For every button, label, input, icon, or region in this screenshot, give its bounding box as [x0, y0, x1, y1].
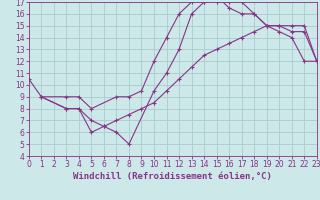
X-axis label: Windchill (Refroidissement éolien,°C): Windchill (Refroidissement éolien,°C) — [73, 172, 272, 181]
